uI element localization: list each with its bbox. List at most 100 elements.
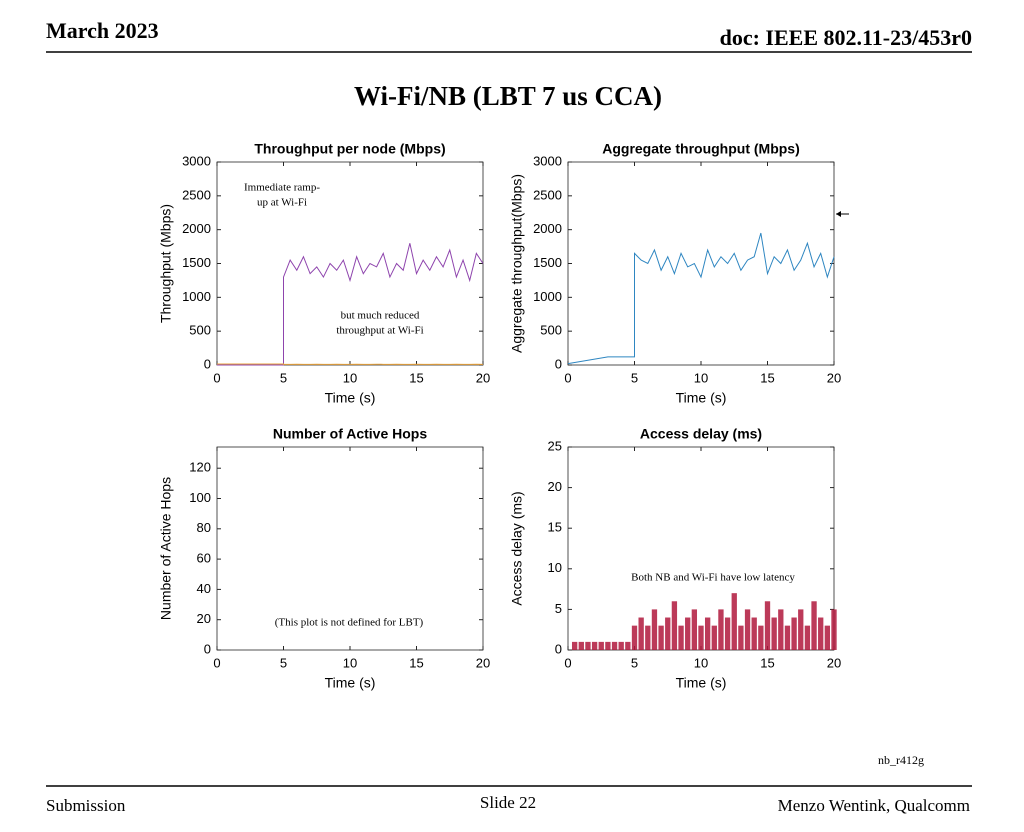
delay-bar [585,641,591,650]
x-tick-label: 0 [213,370,220,385]
arrow-head [836,211,841,217]
delay-bar [598,641,604,650]
y-axis-label: Access delay (ms) [509,491,525,605]
delay-bar [704,617,711,650]
delay-bar [658,625,664,650]
delay-bar [764,601,771,650]
x-tick-label: 0 [213,655,220,670]
x-axis-label: Time (s) [676,390,727,406]
x-tick-label: 0 [564,655,571,670]
y-tick-label: 80 [197,520,211,535]
plot-area [216,161,484,366]
delay-bar [625,641,631,650]
x-tick-label: 15 [760,655,774,670]
footer-left: Submission [46,796,126,815]
delay-bar [831,609,837,650]
delay-bar [671,601,678,650]
delay-bar [718,609,724,650]
y-tick-label: 60 [197,551,211,566]
y-tick-label: 120 [189,460,211,475]
x-tick-label: 5 [631,370,638,385]
y-tick-label: 3000 [533,153,562,168]
y-tick-label: 40 [197,581,211,596]
x-axis-label: Time (s) [325,390,376,406]
y-tick-label: 0 [555,641,562,656]
delay-bar [638,617,644,650]
delay-bar [738,625,744,650]
delay-bar [751,617,757,650]
x-tick-label: 20 [827,655,841,670]
x-tick-label: 0 [564,370,571,385]
delay-bar [791,617,797,650]
x-axis-label: Time (s) [325,675,376,691]
delay-bar [631,625,638,650]
data-line [567,232,835,365]
delay-bar [605,641,611,650]
delay-bar [744,609,751,650]
y-tick-label: 20 [197,611,211,626]
y-tick-label: 5 [555,601,562,616]
data-line [217,243,484,366]
delay-bar [645,625,651,650]
plot-area [216,446,484,651]
delay-bar [611,641,618,650]
y-axis-label: Number of Active Hops [158,477,174,620]
annotation: Immediate ramp- [244,182,320,194]
y-tick-label: 20 [548,479,562,494]
x-axis-label: Time (s) [676,675,727,691]
y-tick-label: 100 [189,490,211,505]
x-tick-label: 20 [827,370,841,385]
x-tick-label: 15 [760,370,774,385]
delay-bar [651,609,658,650]
footer-right: Menzo Wentink, Qualcomm [778,796,970,815]
x-tick-label: 15 [409,370,423,385]
delay-bar [698,625,704,650]
chart-title: Number of Active Hops [273,426,427,442]
y-tick-label: 2000 [182,221,211,236]
delay-bar [824,625,831,650]
annotation: throughput at Wi-Fi [336,325,423,337]
delay-bar [685,617,691,650]
header-doc: doc: IEEE 802.11-23/453r0 [720,25,972,50]
x-tick-label: 5 [280,655,287,670]
annotation: up at Wi-Fi [257,197,307,209]
y-axis-label: Aggregate throughput(Mbps) [509,174,525,353]
y-tick-label: 1500 [533,255,562,270]
delay-bar [811,601,817,650]
slide-title: Wi-Fi/NB (LBT 7 us CCA) [354,81,662,111]
header-date: March 2023 [46,18,159,43]
x-tick-label: 15 [409,655,423,670]
annotation: (This plot is not defined for LBT) [275,617,424,629]
delay-bar [778,609,784,650]
x-tick-label: 20 [476,655,490,670]
chart-title: Throughput per node (Mbps) [254,141,445,157]
annotation: but much reduced [341,310,420,322]
y-tick-label: 0 [555,356,562,371]
y-tick-label: 500 [189,323,211,338]
x-tick-label: 10 [343,655,357,670]
chart-title: Access delay (ms) [640,426,762,442]
annotation: Both NB and Wi-Fi have low latency [631,572,795,584]
x-tick-label: 10 [694,655,708,670]
x-tick-label: 10 [694,370,708,385]
x-tick-label: 5 [280,370,287,385]
delay-bar [571,641,578,650]
y-tick-label: 1500 [182,255,211,270]
delay-bar [771,617,777,650]
y-tick-label: 0 [204,356,211,371]
y-tick-label: 15 [548,520,562,535]
y-tick-label: 1000 [182,289,211,304]
delay-bar [578,641,584,650]
y-tick-label: 1000 [533,289,562,304]
plot-area [567,446,835,651]
delay-bar [798,609,804,650]
delay-bar [784,625,791,650]
y-tick-label: 2000 [533,221,562,236]
footer-center: Slide 22 [480,793,536,812]
x-tick-label: 10 [343,370,357,385]
plot-area [567,161,835,366]
code-label: nb_r412g [878,753,924,767]
delay-bar [731,593,737,650]
delay-bar [678,625,684,650]
y-tick-label: 10 [548,560,562,575]
